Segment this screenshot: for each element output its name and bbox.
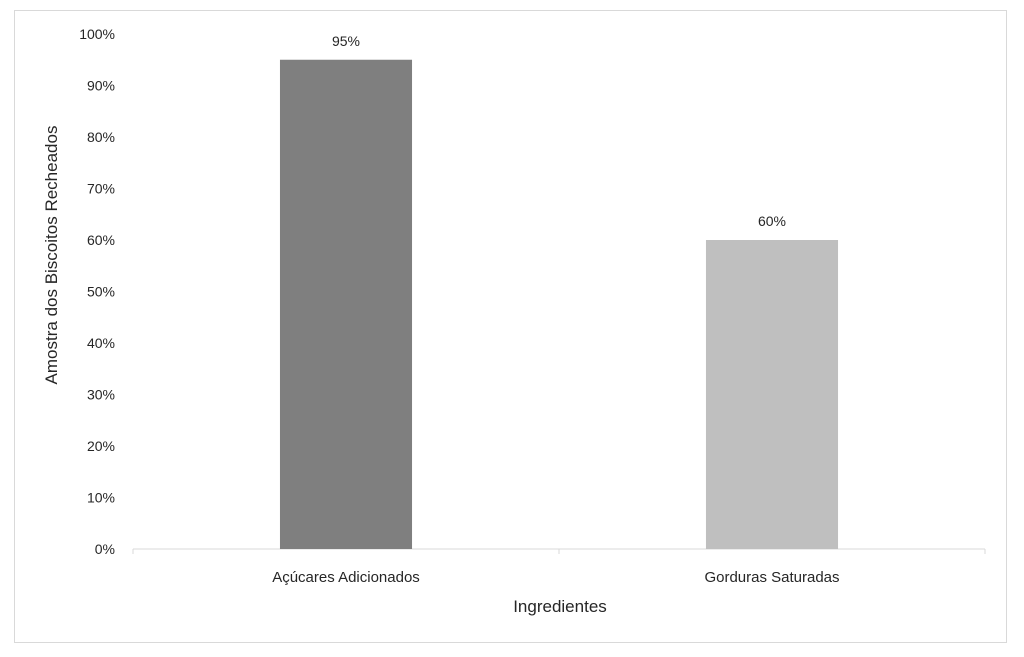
x-axis-categories: Açúcares Adicionados Gorduras Saturadas bbox=[132, 549, 986, 586]
bar bbox=[279, 59, 413, 549]
y-tick-label: 100% bbox=[79, 26, 115, 42]
y-tick-label: 80% bbox=[87, 129, 115, 145]
y-tick-label: 50% bbox=[87, 284, 115, 300]
y-tick-label: 10% bbox=[87, 490, 115, 506]
y-tick-label: 70% bbox=[87, 181, 115, 197]
y-tick-label: 40% bbox=[87, 335, 115, 351]
x-axis-title: Ingredientes bbox=[513, 597, 607, 616]
data-label: 60% bbox=[758, 213, 786, 229]
y-tick-label: 30% bbox=[87, 387, 115, 403]
y-axis-ticks: 0% 10% 20% 30% 40% 50% 60% 70% 80% 90% 100% bbox=[79, 26, 115, 557]
data-label: 95% bbox=[332, 33, 360, 49]
y-tick-label: 0% bbox=[95, 541, 115, 557]
y-tick-label: 20% bbox=[87, 438, 115, 454]
y-axis-title: Amostra dos Biscoitos Recheados bbox=[42, 126, 61, 385]
y-tick-label: 90% bbox=[87, 78, 115, 94]
x-category-label: Açúcares Adicionados bbox=[272, 569, 420, 586]
bar bbox=[705, 240, 839, 549]
bars bbox=[279, 59, 839, 549]
data-labels: 95% 60% bbox=[332, 33, 786, 229]
x-category-label: Gorduras Saturadas bbox=[704, 569, 839, 586]
y-tick-label: 60% bbox=[87, 232, 115, 248]
chart-frame bbox=[14, 10, 1007, 643]
